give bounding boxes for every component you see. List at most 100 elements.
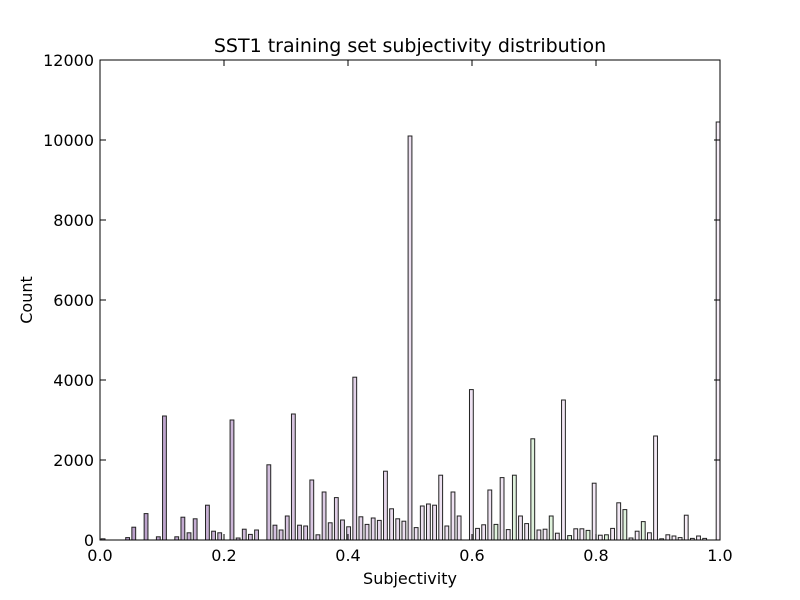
- histogram-bar: [554, 532, 560, 541]
- y-tick-label: 10000: [43, 131, 94, 150]
- x-tick-label: 0.4: [335, 546, 360, 565]
- histogram-bar: [671, 535, 677, 541]
- histogram-bar: [493, 523, 499, 541]
- histogram-bar: [444, 525, 450, 541]
- histogram-bar: [401, 520, 407, 541]
- histogram-bar: [665, 534, 671, 541]
- histogram-bar: [383, 470, 388, 541]
- histogram-bar: [647, 532, 652, 541]
- histogram-bar: [426, 503, 431, 541]
- x-tick-label: 0.8: [583, 546, 608, 565]
- histogram-bar: [131, 526, 137, 541]
- histogram-bar: [327, 522, 333, 541]
- histogram-bar: [591, 482, 597, 541]
- histogram-bar: [358, 516, 364, 541]
- ticks-group: 0.0 0.2 0.4 0.6 0.8 1.0 0 2000 4000 6000 8000 10000…: [43, 51, 733, 565]
- histogram-bar: [511, 474, 517, 541]
- histogram-bar: [205, 504, 210, 541]
- histogram-bar: [524, 523, 530, 541]
- histogram-bar: [413, 527, 419, 541]
- histogram-bar: [389, 508, 394, 541]
- histogram-bar: [407, 135, 413, 541]
- histogram-bar: [162, 415, 167, 541]
- histogram-bar: [499, 477, 505, 541]
- histogram-bar: [333, 497, 339, 541]
- histogram-bar: [696, 535, 701, 541]
- histogram-bar: [315, 534, 321, 541]
- histogram-bar: [622, 509, 628, 541]
- chart-title: SST1 training set subjectivity distribut…: [214, 35, 606, 57]
- histogram-bar: [567, 535, 573, 541]
- histogram-bar: [247, 533, 253, 541]
- histogram-bar: [604, 534, 609, 541]
- y-tick-label: 6000: [53, 291, 94, 310]
- histogram-bar: [456, 515, 462, 541]
- histogram-bar: [186, 532, 192, 541]
- histogram-bar: [395, 518, 401, 541]
- histogram-bar: [481, 524, 487, 541]
- histogram-bar: [419, 505, 425, 541]
- x-axis-label: Subjectivity: [363, 569, 457, 588]
- histogram-bar: [432, 504, 437, 541]
- histogram-bar: [321, 491, 327, 541]
- histogram-bar: [217, 532, 223, 541]
- x-tick-label: 1.0: [707, 546, 732, 565]
- histogram-bar: [597, 534, 603, 541]
- histogram-bar: [536, 529, 542, 541]
- histogram-bar: [579, 528, 585, 541]
- histogram-bar: [505, 529, 511, 541]
- histogram-bar: [518, 515, 523, 541]
- histogram-bar: [211, 530, 216, 541]
- histogram-bar: [653, 435, 658, 541]
- histogram-bar: [487, 489, 493, 541]
- y-tick-label: 8000: [53, 211, 94, 230]
- histogram-bar: [640, 521, 646, 541]
- histogram-bar: [542, 528, 548, 541]
- histogram-bar: [303, 525, 309, 541]
- histogram-bar: [715, 121, 721, 541]
- histogram-bar: [346, 526, 352, 541]
- histogram-bar: [450, 491, 456, 541]
- x-tick-label: 0.2: [211, 546, 236, 565]
- y-tick-label: 0: [84, 531, 94, 550]
- histogram-bar: [438, 474, 444, 541]
- histogram-bar: [352, 376, 358, 541]
- histogram-bar: [254, 529, 259, 541]
- histogram-bar: [284, 515, 290, 541]
- histogram-bar: [561, 399, 566, 541]
- histogram-bar: [585, 529, 591, 541]
- histogram-bar: [192, 518, 198, 541]
- histogram-bar: [530, 438, 536, 541]
- x-tick-label: 0.0: [87, 546, 112, 565]
- histogram-bar: [370, 517, 376, 541]
- histogram-bar: [229, 419, 235, 541]
- histogram-bar: [309, 479, 315, 541]
- histogram-bar: [340, 519, 345, 541]
- histogram-bar: [683, 514, 689, 541]
- histogram-bar: [272, 524, 278, 541]
- histogram-bar: [278, 529, 284, 541]
- plot-frame: [99, 59, 721, 541]
- histogram-bar: [573, 528, 579, 541]
- histogram-bar: [297, 524, 302, 541]
- histogram-bar: [364, 523, 370, 541]
- histogram-bar: [616, 502, 622, 541]
- bars-group: [100, 121, 721, 541]
- y-tick-label: 12000: [43, 51, 94, 70]
- histogram-bar: [610, 527, 615, 541]
- y-tick-label: 4000: [53, 371, 94, 390]
- histogram-bar: [180, 516, 186, 541]
- histogram-bar: [266, 464, 272, 541]
- histogram-bar: [241, 528, 247, 541]
- histogram-bar: [468, 389, 474, 541]
- histogram-bar: [634, 530, 640, 541]
- y-axis-label: Count: [17, 276, 36, 324]
- y-tick-label: 2000: [53, 451, 94, 470]
- histogram-bar: [143, 513, 149, 541]
- x-tick-label: 0.6: [459, 546, 484, 565]
- histogram-bar: [475, 527, 480, 541]
- histogram-bar: [548, 515, 554, 541]
- histogram-bar: [376, 519, 382, 541]
- histogram-bar: [290, 413, 296, 541]
